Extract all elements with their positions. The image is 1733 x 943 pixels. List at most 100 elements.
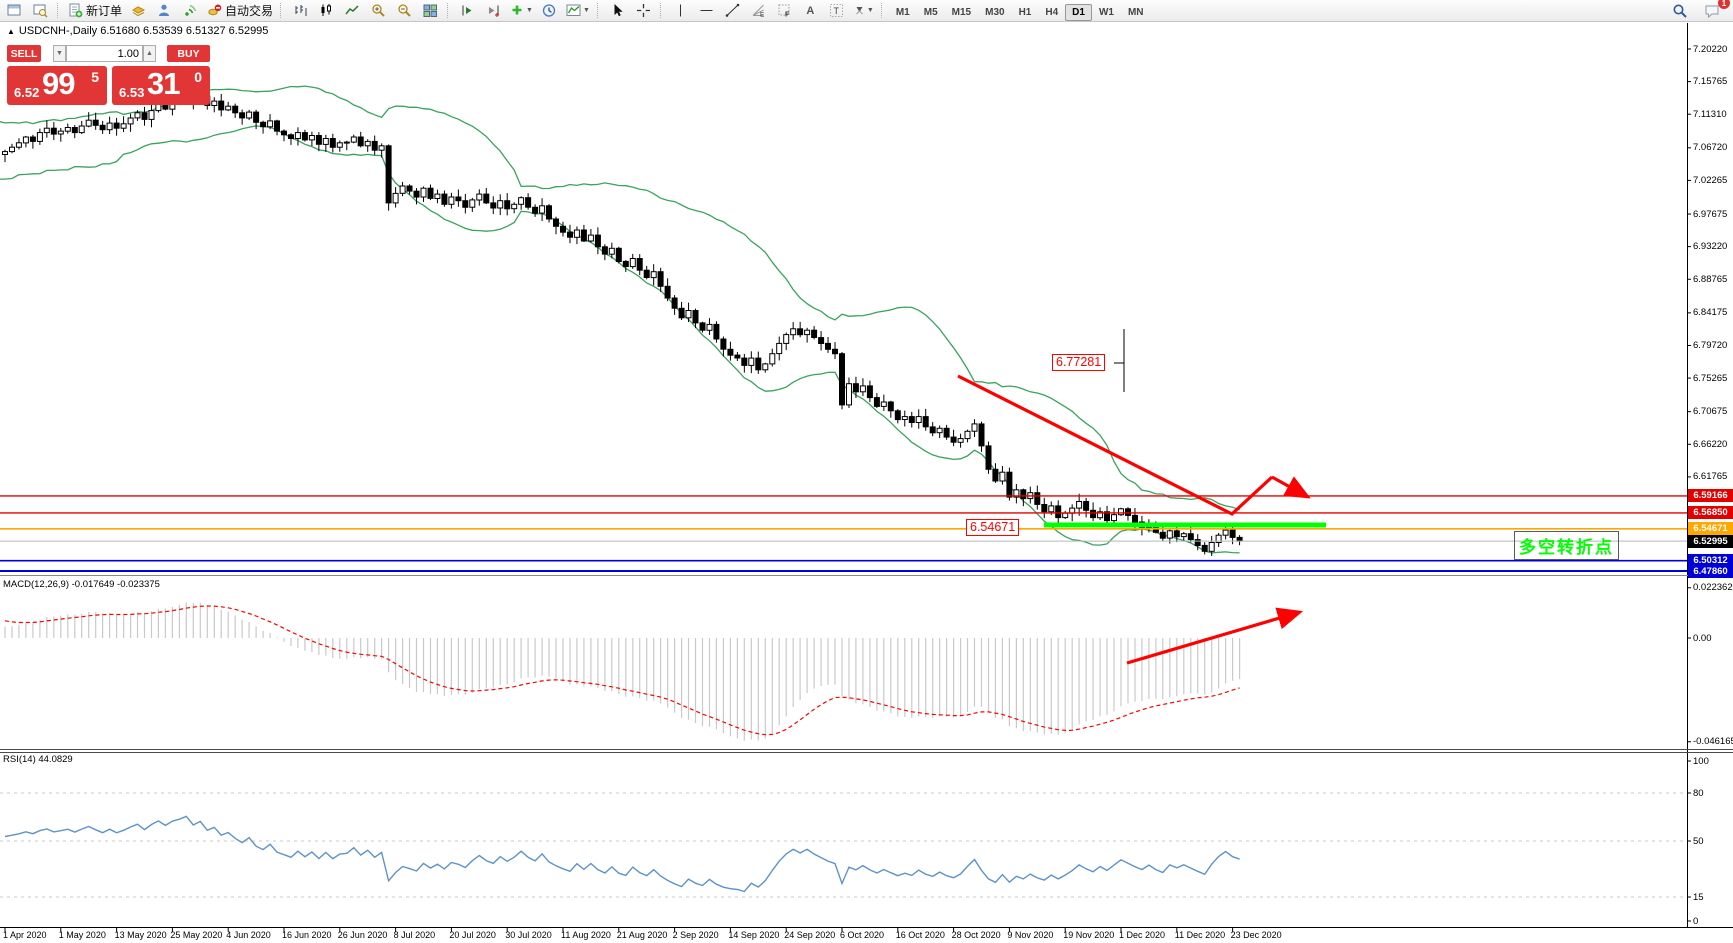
buy-price-sup: 0	[194, 69, 202, 85]
vertical-line-button[interactable]	[668, 0, 693, 21]
price-axis-label: 6.75265	[1693, 372, 1728, 384]
toolbar-separator	[596, 3, 601, 18]
mql5-community-button[interactable]	[152, 0, 177, 21]
timeframe-h1[interactable]: H1	[1018, 6, 1032, 18]
market-watch-button[interactable]	[2, 0, 27, 21]
auto-trading-button[interactable]: 自动交易	[204, 0, 276, 21]
timeframe-m5[interactable]: M5	[923, 6, 938, 18]
tile-windows-icon	[423, 4, 438, 17]
horizontal-line-button[interactable]	[694, 0, 719, 21]
cursor-icon	[614, 4, 623, 17]
price-axis-label: 7.15765	[1693, 76, 1728, 88]
price-badge-6.47860: 6.47860	[1688, 564, 1733, 578]
notifications-button[interactable]: 1	[1700, 0, 1730, 21]
volume-input[interactable]	[66, 45, 143, 62]
main-macd-separator[interactable]	[0, 575, 1733, 576]
history-center-button[interactable]	[126, 0, 151, 21]
price-axis-label: 6.61765	[1693, 471, 1728, 483]
macd-axis-label: 0.00	[1693, 632, 1712, 644]
text-a-icon: A	[806, 4, 815, 17]
auto-scroll-button[interactable]	[455, 0, 480, 21]
line-chart-button[interactable]	[340, 0, 365, 21]
fibonacci-button[interactable]: E	[746, 0, 771, 21]
timeframe-group: M1 M5 M15 M30 H1 H4 D1 W1 MN	[889, 2, 1151, 21]
rsi-axis-label: 80	[1693, 787, 1704, 799]
volume-increase-button[interactable]: ▲	[143, 45, 156, 62]
timeframe-m30[interactable]: M30	[985, 6, 1005, 18]
chevron-down-icon: ▼	[866, 7, 874, 14]
sell-price-small: 6.52	[14, 85, 40, 100]
trendline-button[interactable]	[720, 0, 745, 21]
gold-layers-icon	[132, 6, 146, 17]
new-chart-button[interactable]: ▼	[507, 0, 536, 21]
date-axis-label: 30 Jul 2020	[505, 930, 552, 940]
bar-chart-button[interactable]	[288, 0, 313, 21]
date-axis-label: 24 Sep 2020	[784, 930, 836, 940]
chart-shift-icon	[489, 5, 500, 17]
timeframe-h4[interactable]: H4	[1045, 6, 1059, 18]
date-axis-label: 20 Jul 2020	[449, 930, 496, 940]
auto-scroll-icon	[462, 5, 472, 16]
date-axis-label: 1 Apr 2020	[3, 930, 47, 940]
crosshair-icon	[636, 4, 650, 17]
date-axis-label: 13 May 2020	[114, 930, 167, 940]
zoom-in-button[interactable]	[366, 0, 391, 21]
period-clock-button[interactable]	[537, 0, 562, 21]
text-label-tool-button[interactable]: T	[824, 0, 849, 21]
chart-shift-button[interactable]	[481, 0, 506, 21]
rsi-axis-label: 15	[1693, 891, 1704, 903]
person-icon	[159, 4, 170, 16]
grid-tool-button[interactable]: F	[772, 0, 797, 21]
high-price-annotation[interactable]: 6.77281	[1052, 354, 1106, 371]
data-window-button[interactable]	[28, 0, 53, 21]
auto-trading-icon	[208, 4, 222, 16]
svg-text:T: T	[833, 6, 839, 16]
arrows-shape-icon	[856, 7, 863, 15]
tile-windows-button[interactable]	[418, 0, 443, 21]
toolbar-separator	[447, 3, 451, 18]
zoom-out-button[interactable]	[392, 0, 417, 21]
price-badge-6.54671: 6.54671	[1688, 522, 1733, 536]
candlestick-icon	[321, 4, 332, 16]
buy-price-big: 31	[147, 66, 180, 101]
fibonacci-icon: E	[752, 4, 765, 18]
text-tool-button[interactable]: A	[798, 0, 823, 21]
pivot-price-annotation[interactable]: 6.54671	[966, 519, 1020, 536]
arrows-tool-button[interactable]: ▼	[850, 0, 877, 21]
sell-price-box[interactable]: 6.52 99 5	[7, 66, 107, 105]
price-axis-label: 6.79720	[1693, 339, 1728, 351]
timeframe-mn[interactable]: MN	[1127, 6, 1144, 18]
crosshair-button[interactable]	[631, 0, 656, 21]
ohlc-bars-icon	[295, 5, 307, 16]
date-axis-label: 2 Sep 2020	[672, 930, 719, 940]
macd-rsi-separator[interactable]	[0, 749, 1733, 750]
notification-badge: 1	[1718, 0, 1730, 9]
sell-button[interactable]: SELL	[7, 45, 41, 62]
timeframe-m1[interactable]: M1	[895, 6, 910, 18]
buy-button[interactable]: BUY	[167, 45, 210, 62]
search-button[interactable]	[1667, 0, 1692, 21]
pivot-text-annotation[interactable]: 多空转折点	[1514, 531, 1619, 560]
timeframe-m15[interactable]: M15	[951, 6, 972, 18]
chart-symbol-header[interactable]: ▲ USDCNH-,Daily 6.51680 6.53539 6.51327 6…	[7, 25, 268, 37]
sell-price-sup: 5	[91, 69, 99, 85]
price-axis-label: 6.66220	[1693, 438, 1728, 450]
macd-indicator-label: MACD(12,26,9) -0.017649 -0.023375	[3, 579, 160, 590]
cursor-button[interactable]	[605, 0, 630, 21]
zoom-in-icon	[372, 4, 385, 17]
templates-button[interactable]: ▼	[563, 0, 593, 21]
text-label-icon: T	[829, 4, 843, 17]
price-axis-label: 7.11310	[1693, 108, 1727, 120]
timeframe-w1[interactable]: W1	[1098, 6, 1114, 18]
collapse-arrow-icon[interactable]: ▲	[7, 27, 15, 36]
buy-price-small: 6.53	[119, 85, 145, 100]
price-axis-label: 6.88765	[1693, 273, 1728, 285]
timeframe-d1[interactable]: D1	[1065, 3, 1092, 21]
date-axis-label: 28 Oct 2020	[951, 930, 1001, 940]
volume-decrease-button[interactable]: ▼	[53, 45, 66, 62]
signals-button[interactable]	[178, 0, 203, 21]
new-order-button[interactable]: 新订单	[65, 0, 125, 21]
candlestick-chart-button[interactable]	[314, 0, 339, 21]
buy-price-box[interactable]: 6.53 31 0	[112, 66, 210, 105]
